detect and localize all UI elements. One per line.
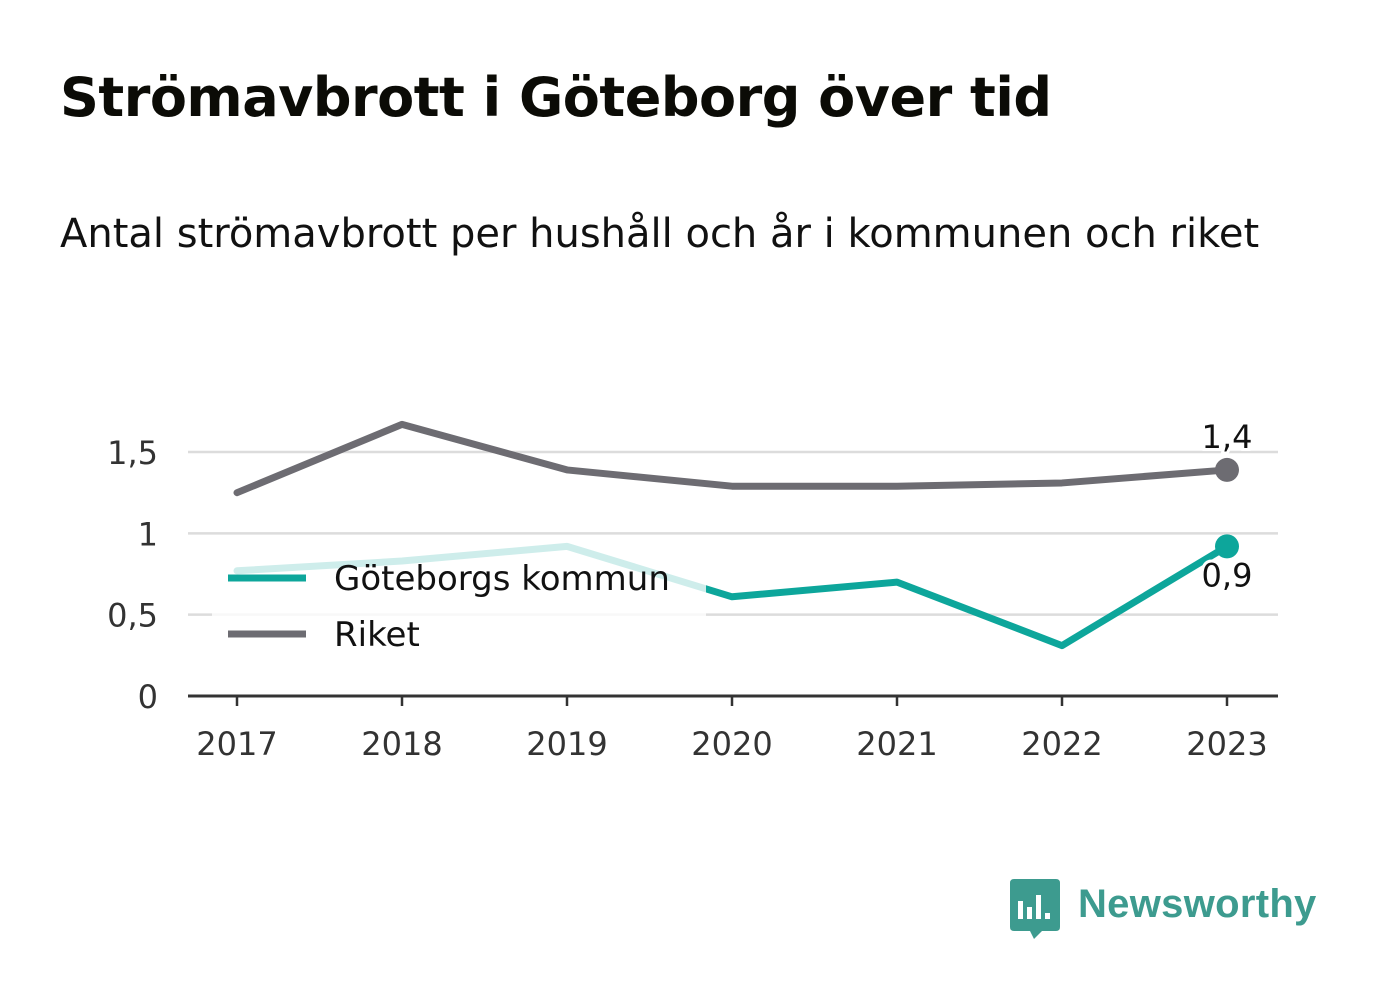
chart-axes: 0 0,5 1 1,5 2017 2018 2019 2020 2021 2022 2023 <box>107 434 1278 763</box>
end-label-riket: 1,4 <box>1202 418 1253 456</box>
end-point-marker <box>1215 457 1239 482</box>
series-line <box>233 420 1231 497</box>
x-tick-label: 2022 <box>1021 725 1102 763</box>
y-tick-label: 0 <box>138 678 158 716</box>
series-riket <box>233 420 1239 497</box>
chart-subtitle: Antal strömavbrott per hushåll och år i … <box>60 211 1260 257</box>
legend-label: Göteborgs kommun <box>334 559 670 599</box>
end-label-goteborg: 0,9 <box>1202 556 1253 594</box>
brand-name: Newsworthy <box>1078 881 1317 926</box>
chart-legend: Göteborgs kommun Riket <box>212 542 706 664</box>
legend-label: Riket <box>334 615 420 655</box>
end-labels: 1,4 0,9 <box>1199 415 1256 597</box>
chart-title: Strömavbrott i Göteborg över tid <box>60 66 1052 129</box>
x-tick-label: 2019 <box>526 725 607 763</box>
y-tick-label: 1,5 <box>107 434 158 472</box>
x-tick-label: 2017 <box>196 725 277 763</box>
x-tick-label: 2020 <box>691 725 772 763</box>
legend-background <box>212 542 706 664</box>
end-point-marker <box>1215 534 1239 559</box>
y-tick-label: 0,5 <box>107 597 158 635</box>
brand-logo: Newsworthy <box>1010 878 1317 942</box>
x-tick-label: 2018 <box>361 725 442 763</box>
x-tick-label: 2021 <box>856 725 937 763</box>
x-tick-label: 2023 <box>1186 725 1267 763</box>
y-tick-label: 1 <box>138 515 158 553</box>
newsworthy-logo-icon <box>1010 879 1060 939</box>
